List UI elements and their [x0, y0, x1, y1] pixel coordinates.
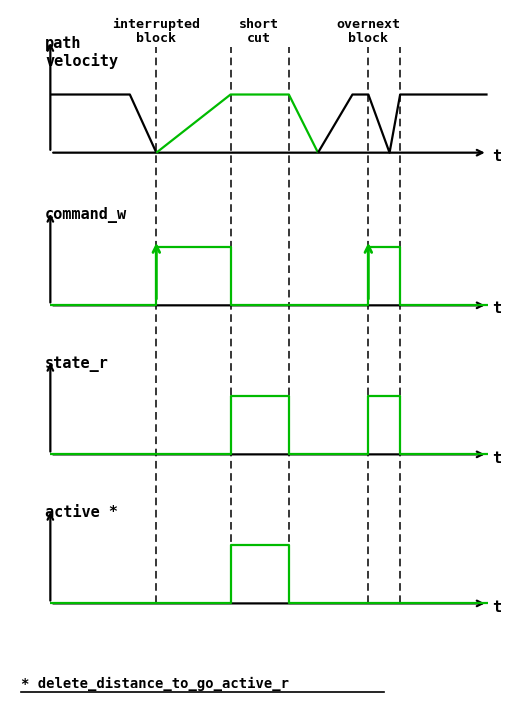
Text: * delete_distance_to_go_active_r: * delete_distance_to_go_active_r	[21, 677, 289, 691]
Text: t: t	[492, 149, 501, 164]
Text: t: t	[492, 451, 501, 465]
Text: t: t	[492, 302, 501, 316]
Text: path
velocity: path velocity	[45, 36, 118, 68]
Text: active *: active *	[45, 505, 118, 521]
Text: interrupted
block: interrupted block	[112, 18, 200, 45]
Text: short
cut: short cut	[238, 18, 279, 45]
Text: command_w: command_w	[45, 207, 127, 223]
Text: overnext
block: overnext block	[337, 18, 400, 45]
Text: state_r: state_r	[45, 356, 109, 371]
Text: t: t	[492, 600, 501, 614]
